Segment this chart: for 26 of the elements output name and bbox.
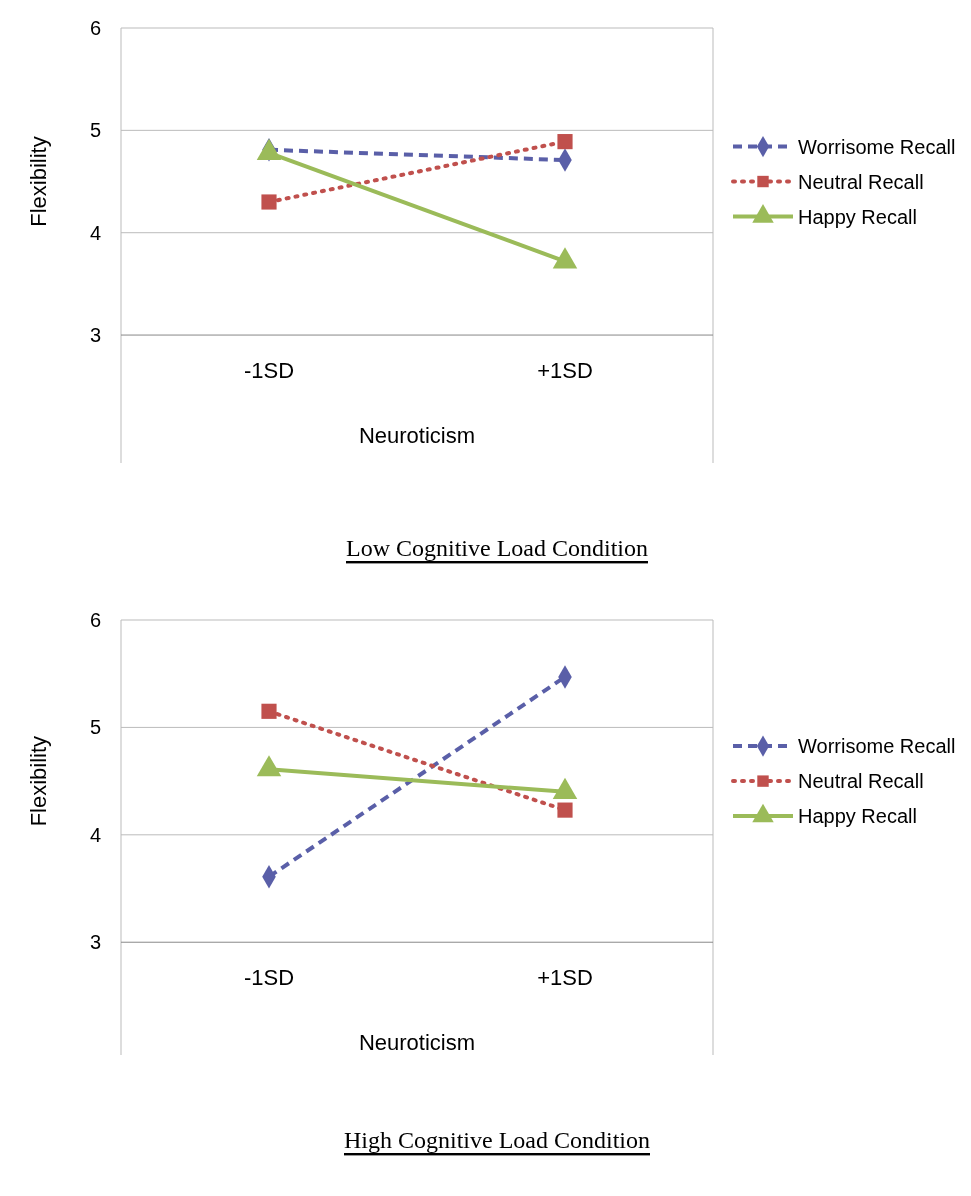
point	[261, 703, 277, 719]
y-tick-label: 6	[89, 609, 101, 631]
y-axis-title: Flexibility	[25, 136, 51, 227]
y-tick-label: 3	[89, 931, 101, 954]
x-tick-label: +1SD	[537, 964, 593, 990]
legend-label: Happy Recall	[798, 205, 917, 228]
x-axis-title: Neuroticism	[358, 1029, 476, 1055]
y-tick-label: 3	[89, 324, 101, 347]
y-tick-label: 4	[89, 221, 101, 244]
legend-label: Worrisome Recall	[798, 135, 956, 158]
y-tick-label: 5	[89, 119, 101, 142]
legend-label: Happy Recall	[798, 805, 917, 828]
x-tick-label: -1SD	[243, 964, 295, 990]
legend-label: Worrisome Recall	[798, 735, 956, 758]
y-tick-label: 6	[89, 17, 101, 39]
y-tick-label: 5	[89, 716, 101, 739]
x-tick-label: +1SD	[537, 357, 593, 383]
x-axis-title: Neuroticism	[358, 422, 476, 448]
y-axis-title: Flexibility	[25, 735, 51, 827]
legend-label: Neutral Recall	[798, 770, 924, 793]
text: Low Cognitive Load Condition	[346, 535, 648, 561]
x-tick-label: -1SD	[243, 357, 295, 383]
y-tick-label: 4	[89, 823, 101, 846]
point	[557, 802, 573, 818]
text: High Cognitive Load Condition	[344, 1127, 650, 1153]
legend-label: Neutral Recall	[798, 170, 924, 193]
